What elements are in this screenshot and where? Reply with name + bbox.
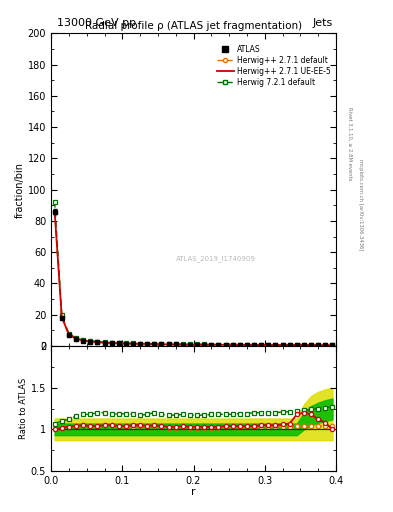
Legend: ATLAS, Herwig++ 2.7.1 default, Herwig++ 2.7.1 UE-EE-5, Herwig 7.2.1 default: ATLAS, Herwig++ 2.7.1 default, Herwig++ … [215, 44, 332, 88]
Y-axis label: Ratio to ATLAS: Ratio to ATLAS [19, 378, 28, 439]
Text: mcplots.cern.ch [arXiv:1306.3436]: mcplots.cern.ch [arXiv:1306.3436] [358, 159, 363, 250]
X-axis label: r: r [191, 487, 196, 497]
Y-axis label: fraction/bin: fraction/bin [15, 162, 25, 218]
Text: Rivet 3.1.10, ≥ 2.8M events: Rivet 3.1.10, ≥ 2.8M events [347, 106, 352, 180]
Text: Jets: Jets [313, 18, 333, 28]
Text: ATLAS_2019_I1740909: ATLAS_2019_I1740909 [176, 255, 256, 262]
Title: Radial profile ρ (ATLAS jet fragmentation): Radial profile ρ (ATLAS jet fragmentatio… [85, 21, 302, 31]
Text: 13000 GeV pp: 13000 GeV pp [57, 18, 136, 28]
